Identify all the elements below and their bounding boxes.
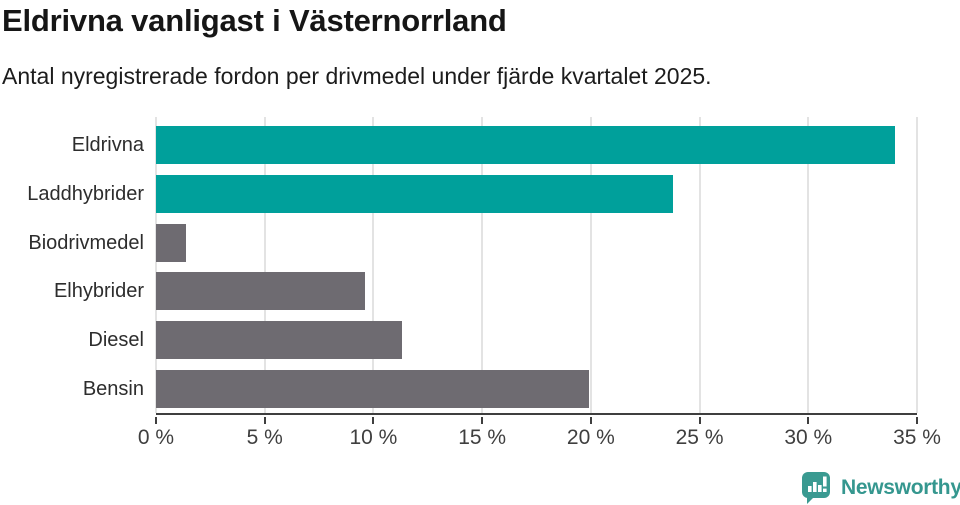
bar-bensin	[156, 370, 589, 408]
bar-laddhybrider	[156, 174, 674, 213]
x-tick-label-20: 20 %	[566, 426, 615, 449]
category-label-biodrivmedel: Biodrivmedel	[28, 231, 144, 254]
x-tick-10	[372, 417, 375, 424]
bar-elhybrider	[156, 272, 365, 311]
gridline-25	[698, 117, 701, 413]
x-tick-25	[698, 417, 701, 424]
chart-title: Eldrivna vanligast i Västernorrland	[2, 3, 507, 38]
category-label-diesel: Diesel	[88, 329, 144, 352]
newsworthy-logo: Newsworthy	[799, 471, 960, 504]
x-tick-0	[155, 417, 157, 424]
x-tick-label-25: 25 %	[675, 426, 724, 449]
gridline-20	[589, 117, 592, 413]
bar-diesel	[156, 321, 402, 360]
bar-eldrivna	[156, 126, 896, 164]
newsworthy-wordmark: Newsworthy	[841, 475, 960, 499]
newsworthy-bar-chart-bubble-icon	[802, 472, 830, 504]
gridline-5	[263, 117, 266, 413]
gridline-0	[155, 117, 157, 413]
x-tick-label-10: 10 %	[349, 426, 398, 449]
x-tick-label-5: 5 %	[246, 426, 283, 449]
gridline-10	[372, 117, 375, 413]
category-label-elhybrider: Elhybrider	[53, 280, 144, 303]
gridline-35	[916, 117, 918, 413]
gridline-15	[481, 117, 484, 413]
x-tick-35	[916, 417, 918, 424]
category-label-bensin: Bensin	[82, 378, 144, 400]
x-tick-15	[481, 417, 484, 424]
x-tick-5	[263, 417, 266, 424]
category-label-eldrivna: Eldrivna	[71, 134, 144, 156]
chart-subtitle: Antal nyregistrerade fordon per drivmede…	[2, 63, 712, 89]
x-tick-20	[589, 417, 592, 424]
x-tick-label-30: 30 %	[784, 426, 833, 449]
plot-area	[155, 117, 918, 415]
x-tick-label-0: 0 %	[137, 426, 175, 449]
x-tick-30	[807, 417, 810, 424]
gridline-30	[807, 117, 810, 413]
bar-biodrivmedel	[156, 223, 187, 262]
x-tick-label-35: 35 %	[893, 426, 941, 449]
x-tick-label-15: 15 %	[458, 426, 507, 449]
category-label-laddhybrider: Laddhybrider	[27, 182, 144, 205]
